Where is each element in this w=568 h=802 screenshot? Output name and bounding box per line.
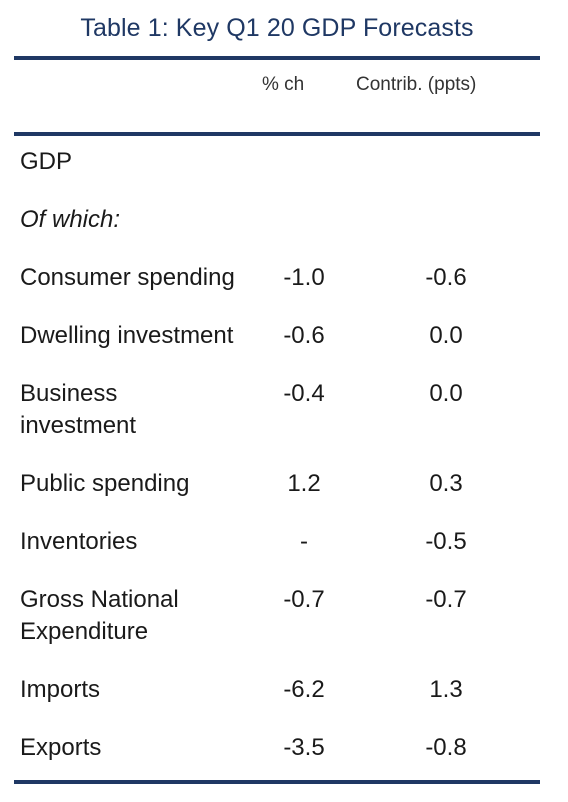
row-value-contrib-exports: -0.8 <box>425 734 467 761</box>
row-label-of-which: Of which: <box>20 206 121 233</box>
row-value-contrib-business-investment: 0.0 <box>429 380 463 407</box>
row-label-inventories: Inventories <box>20 528 138 555</box>
row-value-pct-exports: -3.5 <box>283 734 325 761</box>
column-header-contrib: Contrib. (ppts) <box>356 74 477 95</box>
row-label-exports: Exports <box>20 734 102 761</box>
top-rule <box>14 56 540 60</box>
row-value-contrib-public-spending: 0.3 <box>429 470 463 497</box>
row-label-consumer-spending: Consumer spending <box>20 264 235 291</box>
table-title: Table 1: Key Q1 20 GDP Forecasts <box>80 14 474 42</box>
row-value-pct-consumer-spending: -1.0 <box>283 264 325 291</box>
row-label-imports: Imports <box>20 676 101 703</box>
row-label-business-investment: Business investment <box>20 380 137 439</box>
row-value-pct-inventories: - <box>300 528 308 555</box>
bottom-rule <box>14 780 540 784</box>
row-value-pct-dwelling-investment: -0.6 <box>283 322 325 349</box>
row-value-pct-gross-national-expenditure: -0.7 <box>283 586 325 613</box>
row-value-contrib-gross-national-expenditure: -0.7 <box>425 586 467 613</box>
row-label-dwelling-investment: Dwelling investment <box>20 322 234 349</box>
column-header-pct: % ch <box>262 74 305 95</box>
row-value-contrib-imports: 1.3 <box>429 676 463 703</box>
row-value-pct-business-investment: -0.4 <box>283 380 325 407</box>
row-label-gdp: GDP <box>20 148 73 175</box>
row-value-contrib-inventories: -0.5 <box>425 528 467 555</box>
row-label-public-spending: Public spending <box>20 470 190 497</box>
row-value-contrib-dwelling-investment: 0.0 <box>429 322 463 349</box>
row-value-pct-imports: -6.2 <box>283 676 325 703</box>
header-rule <box>14 132 540 136</box>
row-value-pct-public-spending: 1.2 <box>287 470 321 497</box>
row-label-gross-national-expenditure: Gross National Expenditure <box>20 586 179 645</box>
row-value-contrib-consumer-spending: -0.6 <box>425 264 467 291</box>
